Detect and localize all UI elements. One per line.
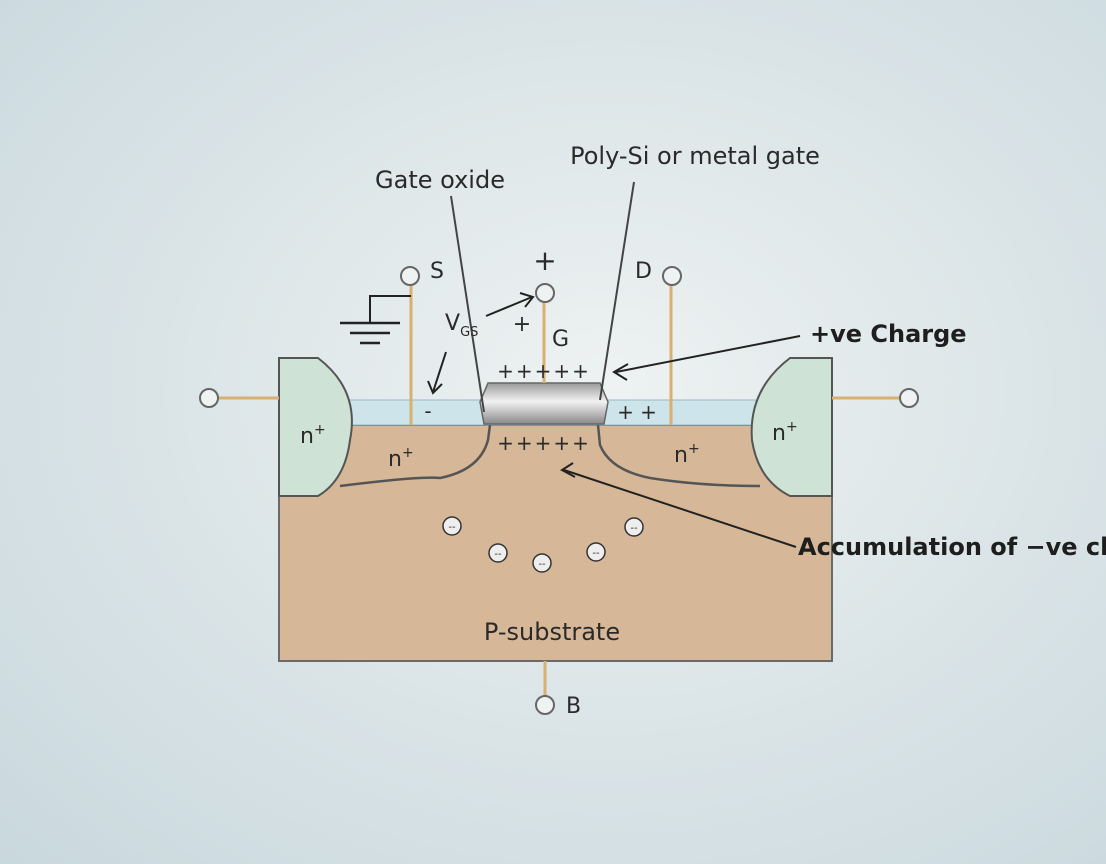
accumulation-label: Accumulation of −ve ch <box>798 533 1106 561</box>
vgs-down-arrowhead <box>427 380 443 395</box>
electron: -- <box>532 553 552 573</box>
svg-text:--: -- <box>630 523 638 534</box>
vgs-subscript: GS <box>460 325 478 340</box>
accumulation-arrowhead <box>560 462 576 478</box>
source-terminal <box>400 266 420 286</box>
svg-text:--: -- <box>494 549 502 560</box>
svg-text:--: -- <box>592 548 600 559</box>
vgs-label: VGS <box>445 311 478 340</box>
substrate-label: P-substrate <box>484 618 620 646</box>
vgs-plus-top: + <box>533 244 556 277</box>
electron: -- <box>624 517 644 537</box>
gate-terminal <box>535 283 555 303</box>
outer-n-region-left <box>278 357 353 497</box>
right-terminal <box>899 388 919 408</box>
channel-plus-charges: +++++ <box>497 431 591 455</box>
drain-terminal <box>662 266 682 286</box>
electron-group: -- -- -- -- -- <box>442 516 644 573</box>
outer-n-region-right <box>750 357 833 497</box>
electron: -- <box>442 516 462 536</box>
left-terminal <box>199 388 219 408</box>
vgs-down-arrow <box>432 351 447 393</box>
depletion-boundary-right <box>596 424 761 488</box>
gate-plus-charges: +++++ <box>497 359 591 383</box>
gate-material-label: Poly-Si or metal gate <box>570 142 820 170</box>
gate-material-pointer <box>599 181 635 401</box>
svg-text:--: -- <box>538 559 546 570</box>
body-terminal <box>535 695 555 715</box>
gate-label: G <box>552 327 569 352</box>
source-oxide-minus: - <box>424 399 431 423</box>
outer-n-label-left: n+ <box>300 422 326 449</box>
positive-charge-arrow <box>615 335 801 373</box>
source-n-label: n+ <box>388 445 414 472</box>
vgs-arrowhead <box>519 292 535 308</box>
source-label: S <box>430 259 444 284</box>
drain-n-label: n+ <box>674 441 700 468</box>
vgs-arrow <box>485 296 533 317</box>
electron: -- <box>488 543 508 563</box>
gate-electrode <box>479 382 609 425</box>
svg-text:--: -- <box>448 522 456 533</box>
gate-oxide-label: Gate oxide <box>375 166 505 194</box>
outer-n-label-right: n+ <box>772 419 798 446</box>
electron: -- <box>586 542 606 562</box>
drain-label: D <box>635 259 652 284</box>
accumulation-arrow <box>563 469 797 548</box>
depletion-boundary-left <box>339 424 492 488</box>
ground-wire <box>369 295 411 322</box>
drain-oxide-plus: + + <box>617 400 657 424</box>
p-substrate <box>278 424 833 662</box>
gate-oxide-pointer <box>450 195 485 413</box>
positive-charge-arrowhead <box>612 363 629 381</box>
body-label: B <box>566 694 581 719</box>
positive-charge-label: +ve Charge <box>810 320 967 348</box>
vgs-plus-gate: + <box>513 312 531 337</box>
